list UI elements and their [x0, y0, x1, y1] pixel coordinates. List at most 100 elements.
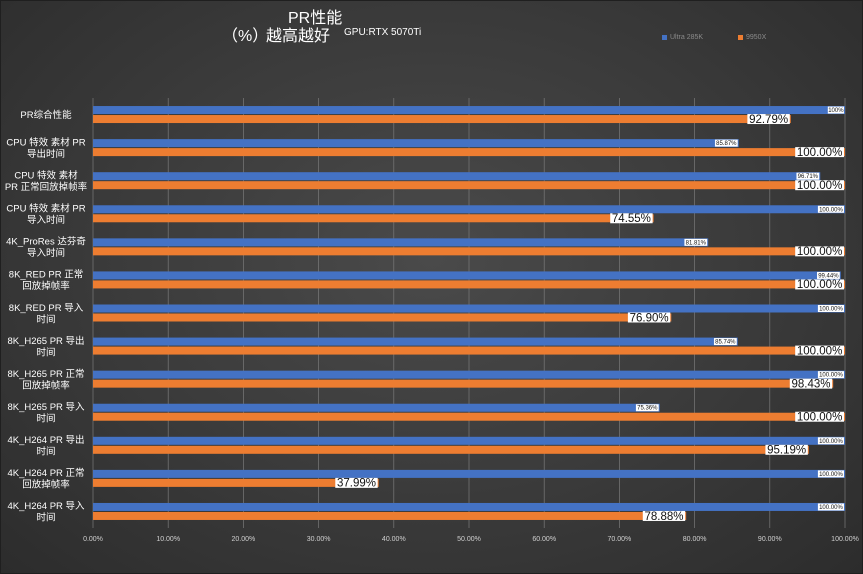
bar-series-a — [93, 205, 845, 214]
legend-item-series-b: 9950X — [738, 34, 766, 41]
bar-series-b — [93, 280, 845, 289]
bar-series-b — [93, 115, 791, 124]
bar-series-a — [93, 172, 821, 181]
data-label-series-b: 95.19% — [767, 445, 806, 457]
data-label-bg-series-a — [817, 205, 844, 213]
bar-series-a — [93, 502, 845, 511]
data-label-bg-series-b — [795, 180, 844, 191]
data-label-bg-series-a — [817, 305, 844, 312]
category-label: CPU 特效 素材 PR 正常回放掉帧率 — [5, 169, 88, 193]
bar-series-b — [93, 445, 809, 454]
bar-series-b — [93, 379, 834, 388]
data-label-series-a: 100.00% — [819, 373, 843, 379]
data-label-bg-series-a — [635, 404, 659, 412]
legend-item-series-a: Ultra 285K — [662, 34, 703, 41]
data-label-bg-series-b — [335, 477, 378, 488]
legend-swatch-series-b — [738, 35, 743, 40]
data-label-bg-series-b — [795, 411, 844, 422]
x-tick-label: 50.00% — [457, 536, 481, 543]
bar-series-a — [93, 106, 845, 115]
legend-label-series-a: Ultra 285K — [670, 34, 704, 41]
data-label-series-b: 100.00% — [797, 180, 842, 192]
data-label-series-a: 100.00% — [819, 439, 843, 445]
data-label-bg-series-b — [765, 444, 808, 455]
gpu-note: GPU:RTX 5070Ti — [344, 27, 422, 38]
x-tick-label: 60.00% — [532, 536, 556, 543]
data-label-series-b: 37.99% — [337, 478, 376, 490]
data-label-bg-series-a — [817, 437, 844, 445]
data-label-bg-series-a — [796, 172, 820, 180]
data-label-series-a: 81.81% — [686, 240, 707, 246]
x-tick-label: 90.00% — [758, 536, 782, 543]
bar-series-b — [93, 478, 379, 487]
data-label-series-a: 100.00% — [819, 207, 843, 213]
data-label-series-a: 85.87% — [716, 141, 737, 147]
data-label-bg-series-b — [795, 246, 844, 257]
data-label-bg-series-b — [795, 279, 844, 290]
category-label: CPU 特效 素材 PR 导入时间 — [6, 203, 85, 227]
bar-series-a — [93, 403, 660, 412]
bar-series-b — [93, 148, 845, 157]
bar-series-b — [93, 247, 845, 256]
x-tick-label: 100.00% — [831, 536, 859, 543]
data-label-bg-series-b — [627, 312, 671, 323]
x-tick-label: 80.00% — [683, 536, 707, 543]
x-tick-label: 70.00% — [608, 536, 632, 543]
bar-series-b — [93, 214, 654, 223]
category-label: 8K_RED PR 导入时间 — [9, 303, 84, 326]
chart-unit-note: （%） — [222, 28, 269, 45]
data-label-bg-series-b — [610, 213, 653, 224]
x-tick-label: 0.00% — [83, 536, 103, 543]
data-label-bg-series-a — [817, 503, 844, 511]
category-label: 8K_H265 PR 导入时间 — [7, 402, 85, 425]
data-label-series-b: 100.00% — [797, 147, 842, 159]
data-label-bg-series-a — [817, 470, 844, 478]
data-label-series-b: 100.00% — [797, 246, 842, 258]
category-label: PR综合性能 — [20, 109, 72, 121]
bar-series-b — [93, 313, 672, 322]
data-label-series-a: 85.74% — [715, 340, 736, 346]
x-tick-label: 40.00% — [382, 536, 406, 543]
data-label-bg-series-b — [642, 510, 686, 521]
data-label-series-a: 75.36% — [637, 406, 658, 412]
category-label: 4K_ProRes 达芬奇导入时间 — [6, 236, 86, 260]
data-label-series-a: 100.00% — [819, 307, 843, 313]
bar-series-a — [93, 337, 738, 346]
data-label-bg-series-b — [789, 378, 833, 389]
data-label-series-a: 100% — [828, 108, 844, 114]
x-tick-label: 10.00% — [156, 536, 180, 543]
bar-series-a — [93, 469, 845, 478]
data-label-series-b: 78.88% — [644, 511, 683, 523]
data-label-bg-series-a — [816, 271, 840, 279]
data-label-series-b: 100.00% — [797, 412, 842, 424]
bar-series-b — [93, 511, 687, 520]
legend-swatch-series-a — [662, 35, 667, 40]
data-label-series-a: 96.71% — [798, 174, 819, 180]
bar-series-a — [93, 139, 739, 148]
data-label-bg-series-b — [747, 114, 790, 125]
data-label-bg-series-b — [795, 345, 844, 356]
category-label: CPU 特效 素材 PR 导出时间 — [6, 136, 85, 160]
data-label-series-b: 100.00% — [797, 345, 842, 357]
bar-series-a — [93, 436, 845, 445]
data-label-bg-series-a — [827, 106, 844, 114]
data-label-series-b: 100.00% — [797, 279, 842, 291]
data-label-series-a: 100.00% — [819, 505, 843, 511]
data-label-bg-series-a — [713, 338, 737, 346]
data-label-bg-series-b — [795, 147, 844, 158]
data-label-series-b: 74.55% — [612, 213, 651, 225]
x-tick-label: 30.00% — [307, 536, 331, 543]
x-tick-label: 20.00% — [232, 536, 256, 543]
bar-series-b — [93, 181, 845, 190]
data-label-series-a: 99.44% — [818, 273, 839, 279]
bar-series-a — [93, 370, 845, 379]
category-label: 8K_RED PR 正常回放掉帧率 — [9, 269, 83, 293]
data-label-series-a: 100.00% — [819, 472, 843, 478]
bar-series-b — [93, 412, 845, 421]
bar-series-b — [93, 346, 845, 355]
data-label-bg-series-a — [684, 238, 708, 246]
category-label: 8K_H265 PR 导出时间 — [7, 335, 84, 359]
category-label: 8K_H265 PR 正常回放掉帧率 — [7, 368, 84, 392]
data-label-bg-series-a — [817, 371, 844, 379]
